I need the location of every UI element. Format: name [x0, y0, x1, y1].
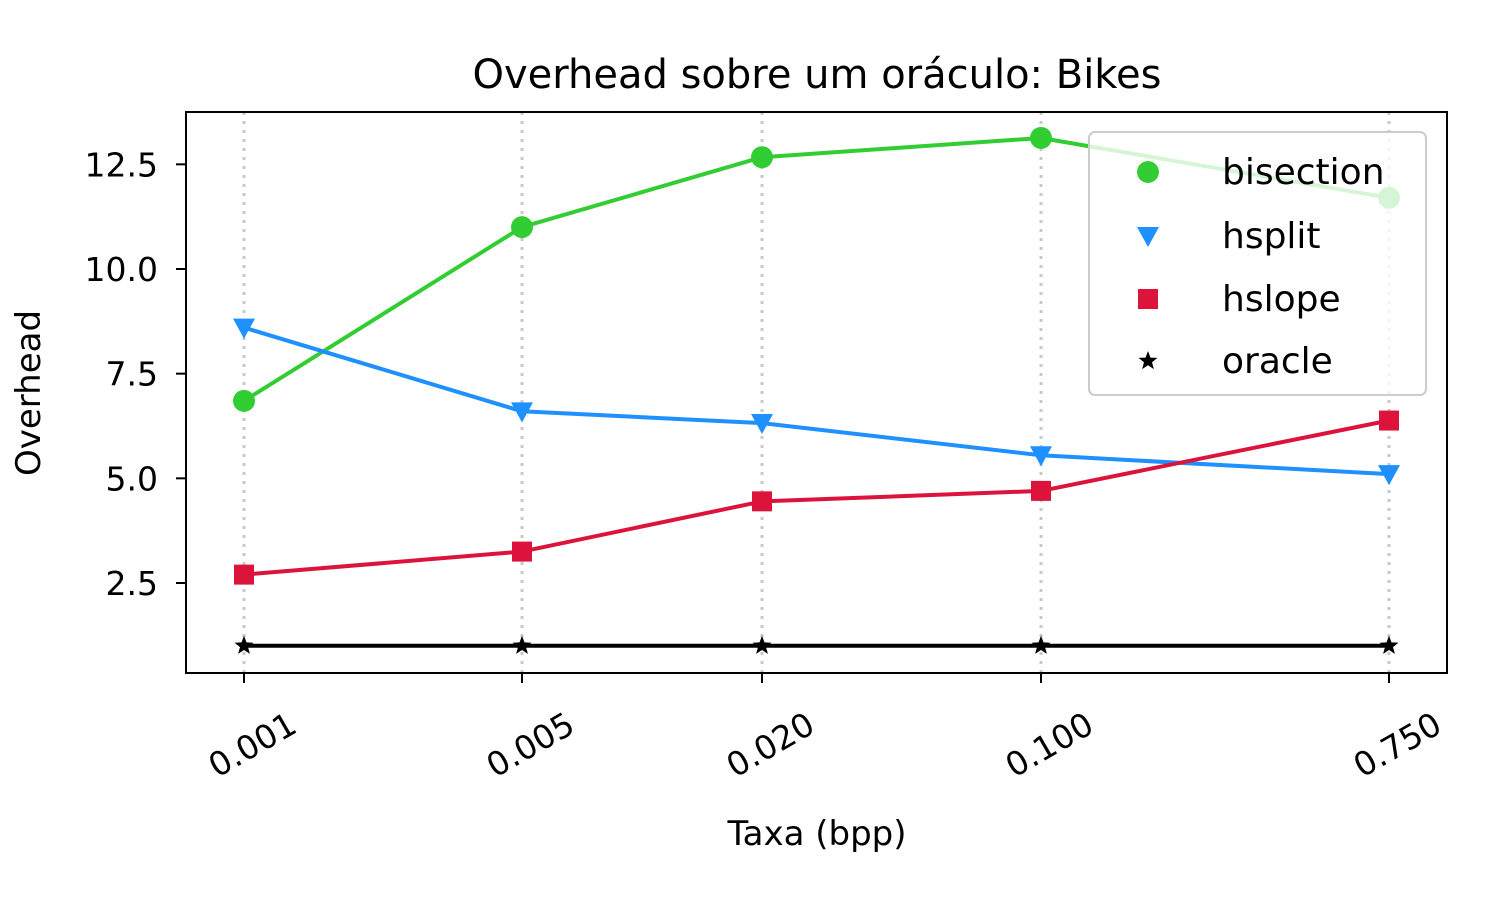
y-tick-label: 7.5 [106, 355, 158, 394]
data-point-bisection [1030, 126, 1052, 149]
y-tick-label: 2.5 [106, 564, 158, 603]
x-tick-label: 0.001 [202, 704, 303, 785]
data-point-oracle [234, 635, 254, 654]
legend-label-bisection: bisection [1222, 152, 1385, 193]
data-point-bisection [511, 216, 533, 239]
legend-marker-oracle [1138, 351, 1158, 370]
legend-label-hsplit: hsplit [1222, 216, 1321, 257]
data-point-hsplit [751, 414, 773, 435]
data-point-hslope [1379, 410, 1399, 431]
legend-marker-hsplit [1137, 227, 1159, 247]
data-point-bisection [751, 146, 773, 169]
x-tick-label: 0.100 [999, 704, 1100, 785]
data-point-hslope [234, 564, 254, 585]
chart-title: Overhead sobre um oráculo: Bikes [472, 52, 1161, 98]
legend-label-hslope: hslope [1222, 279, 1341, 320]
y-tick-label: 10.0 [85, 250, 158, 289]
data-point-hsplit [1030, 446, 1052, 467]
y-axis-label: Overhead [9, 310, 49, 476]
series-markers [233, 126, 1400, 654]
data-point-hsplit [233, 318, 255, 339]
x-tick-label: 0.020 [720, 704, 821, 785]
x-tick-label: 0.750 [1347, 704, 1448, 785]
plot-area-frame [185, 111, 1448, 674]
legend-marker-bisection [1137, 161, 1159, 183]
y-axis-ticks: 2.5 5.0 7.5 10.0 12.5 [85, 145, 186, 603]
data-point-oracle [752, 635, 772, 654]
x-axis-ticks: 0.001 0.005 0.020 0.100 0.750 [202, 673, 1448, 785]
legend-box [1088, 131, 1427, 396]
x-axis-label: Taxa (bpp) [726, 814, 906, 854]
data-point-oracle [512, 635, 532, 654]
data-point-hslope [752, 491, 772, 512]
data-point-hslope [1031, 480, 1051, 501]
data-point-hslope [512, 541, 532, 562]
x-tick-label: 0.005 [480, 704, 581, 785]
data-point-hsplit [511, 402, 533, 423]
y-tick-label: 5.0 [106, 459, 158, 498]
legend-marker-hslope [1138, 289, 1158, 309]
data-point-bisection [233, 389, 255, 412]
series-line-hslope [243, 418, 1390, 577]
data-point-oracle [1031, 635, 1051, 654]
legend-label-oracle: oracle [1222, 341, 1333, 382]
y-tick-label: 12.5 [85, 145, 158, 184]
data-point-hsplit [1378, 465, 1400, 486]
legend: bisection hsplit hslope oracle [1088, 131, 1427, 396]
data-point-oracle [1379, 635, 1399, 654]
